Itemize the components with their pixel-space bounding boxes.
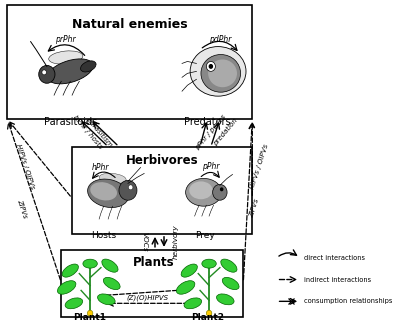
Text: hPhr: hPhr bbox=[92, 163, 110, 172]
Circle shape bbox=[206, 310, 212, 316]
Text: Predators: Predators bbox=[184, 117, 230, 127]
Text: VOCs: VOCs bbox=[141, 232, 147, 252]
Text: HIPVs / OIPVs: HIPVs / OIPVs bbox=[249, 143, 270, 190]
Ellipse shape bbox=[102, 259, 118, 272]
Text: pPhr: pPhr bbox=[202, 162, 220, 171]
Ellipse shape bbox=[176, 281, 195, 294]
Ellipse shape bbox=[90, 182, 117, 201]
Ellipse shape bbox=[99, 173, 126, 183]
Text: Hosts: Hosts bbox=[91, 231, 116, 240]
Bar bbox=[7, 5, 252, 119]
Text: Prey: Prey bbox=[196, 231, 215, 240]
Circle shape bbox=[213, 184, 227, 200]
Text: indirect interactions: indirect interactions bbox=[304, 276, 371, 283]
Ellipse shape bbox=[49, 51, 83, 64]
Text: Parasitoids: Parasitoids bbox=[44, 117, 97, 127]
Ellipse shape bbox=[88, 179, 129, 207]
Text: ZIPVs: ZIPVs bbox=[16, 198, 28, 218]
Circle shape bbox=[42, 70, 46, 75]
Ellipse shape bbox=[103, 277, 120, 290]
Text: consumption relationships: consumption relationships bbox=[304, 298, 392, 304]
Bar bbox=[61, 250, 243, 317]
Ellipse shape bbox=[208, 60, 237, 87]
Text: herbivory: herbivory bbox=[173, 225, 179, 259]
Bar bbox=[72, 147, 252, 234]
Circle shape bbox=[209, 64, 213, 69]
Ellipse shape bbox=[186, 179, 222, 206]
Ellipse shape bbox=[222, 277, 239, 290]
Text: pPhr / pcues: pPhr / pcues bbox=[194, 113, 227, 151]
Text: Plants: Plants bbox=[132, 256, 174, 269]
Ellipse shape bbox=[189, 181, 213, 199]
Text: predation: predation bbox=[212, 117, 238, 147]
Ellipse shape bbox=[221, 259, 237, 272]
Ellipse shape bbox=[65, 298, 83, 309]
Circle shape bbox=[39, 65, 55, 83]
Ellipse shape bbox=[202, 259, 216, 268]
Text: ZIPVs: ZIPVs bbox=[248, 198, 260, 218]
Circle shape bbox=[88, 310, 93, 316]
Circle shape bbox=[206, 62, 215, 71]
Text: pdPhr: pdPhr bbox=[209, 35, 231, 44]
Text: parasitism: parasitism bbox=[85, 116, 113, 148]
Ellipse shape bbox=[201, 54, 241, 92]
Text: HIPVs / OIPVs: HIPVs / OIPVs bbox=[15, 143, 35, 190]
Ellipse shape bbox=[83, 259, 97, 268]
Text: Plant2: Plant2 bbox=[191, 313, 224, 322]
Text: hPhr / hosts: hPhr / hosts bbox=[72, 114, 103, 150]
Circle shape bbox=[220, 187, 224, 191]
Ellipse shape bbox=[62, 264, 78, 277]
Circle shape bbox=[119, 180, 137, 200]
Text: Herbivores: Herbivores bbox=[126, 154, 198, 167]
Ellipse shape bbox=[190, 47, 246, 96]
Ellipse shape bbox=[80, 61, 96, 72]
Ellipse shape bbox=[184, 298, 202, 309]
Text: direct interactions: direct interactions bbox=[304, 255, 365, 261]
Ellipse shape bbox=[48, 59, 93, 84]
Text: (Z)(O)HIPVS: (Z)(O)HIPVS bbox=[127, 294, 169, 301]
Ellipse shape bbox=[181, 264, 197, 277]
Text: Natural enemies: Natural enemies bbox=[72, 18, 188, 31]
Circle shape bbox=[128, 185, 133, 190]
Ellipse shape bbox=[58, 281, 76, 294]
Ellipse shape bbox=[216, 294, 234, 305]
Ellipse shape bbox=[98, 294, 115, 305]
Text: Plant1: Plant1 bbox=[74, 313, 107, 322]
Text: prPhr: prPhr bbox=[56, 35, 76, 44]
